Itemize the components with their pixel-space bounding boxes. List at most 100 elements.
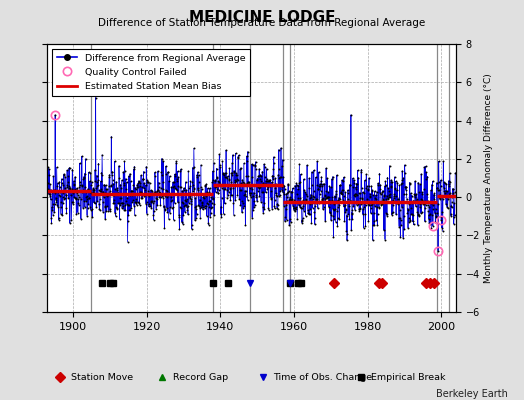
- Point: [383, 211, 391, 218]
- Point: [424, 208, 432, 214]
- Point: [439, 158, 447, 164]
- Point: [330, 206, 339, 213]
- Point: [95, 206, 104, 213]
- Point: [248, 174, 257, 180]
- Point: [275, 146, 283, 153]
- Point: [254, 173, 263, 179]
- Point: [195, 203, 203, 209]
- Point: [387, 179, 395, 185]
- Point: [209, 195, 217, 202]
- Point: [439, 196, 447, 202]
- Point: [215, 179, 223, 185]
- Point: [300, 176, 308, 182]
- Point: [135, 179, 143, 185]
- Point: [416, 204, 424, 210]
- Point: [162, 205, 171, 211]
- Point: [162, 170, 170, 177]
- Point: [443, 205, 452, 211]
- Point: [402, 191, 411, 198]
- Point: [249, 190, 258, 196]
- Point: [438, 194, 446, 200]
- Point: [225, 176, 233, 182]
- Point: [124, 218, 132, 224]
- Point: [84, 186, 92, 192]
- Point: [176, 168, 184, 174]
- Point: [217, 203, 225, 210]
- Point: [341, 189, 350, 196]
- Point: [399, 198, 407, 204]
- Point: [286, 194, 294, 200]
- Point: [417, 209, 425, 215]
- Point: [183, 196, 191, 202]
- Point: [371, 195, 379, 201]
- Point: [312, 196, 321, 202]
- Point: [52, 198, 61, 205]
- Point: [339, 197, 347, 203]
- Point: [257, 182, 266, 188]
- Point: [427, 187, 435, 193]
- Point: [435, 179, 443, 185]
- Point: [323, 175, 332, 181]
- Point: [43, 179, 52, 186]
- Point: [198, 200, 206, 206]
- Point: [270, 202, 278, 209]
- Point: [181, 179, 190, 185]
- Point: [368, 201, 376, 208]
- Y-axis label: Monthly Temperature Anomaly Difference (°C): Monthly Temperature Anomaly Difference (…: [484, 73, 493, 283]
- Point: [155, 184, 163, 191]
- Point: [396, 234, 405, 240]
- Point: [437, 217, 445, 223]
- Point: [196, 162, 205, 168]
- Point: [114, 200, 123, 207]
- Point: [51, 196, 60, 203]
- Point: [171, 171, 179, 178]
- Point: [373, 222, 381, 229]
- Point: [139, 168, 148, 175]
- Point: [290, 197, 299, 204]
- Point: [376, 190, 384, 196]
- Point: [194, 184, 202, 191]
- Point: [136, 183, 144, 189]
- Point: [385, 192, 394, 199]
- Point: [346, 198, 355, 204]
- Point: [117, 185, 126, 191]
- Point: [139, 176, 147, 182]
- Point: [419, 199, 427, 206]
- Point: [150, 198, 158, 205]
- Point: [410, 191, 419, 197]
- Point: [117, 195, 125, 201]
- Point: [311, 215, 319, 221]
- Point: [344, 187, 352, 193]
- Point: [390, 186, 399, 192]
- Point: [258, 189, 266, 196]
- Point: [138, 194, 147, 201]
- Point: [125, 173, 133, 179]
- Point: [233, 172, 241, 178]
- Point: [197, 204, 205, 210]
- Point: [394, 200, 402, 207]
- Point: [157, 172, 166, 178]
- Point: [173, 199, 182, 206]
- Point: [278, 187, 286, 193]
- Point: [54, 189, 62, 196]
- Point: [354, 190, 363, 196]
- Point: [230, 169, 238, 175]
- Point: [248, 214, 256, 221]
- Point: [156, 190, 164, 197]
- Point: [96, 178, 105, 184]
- Point: [249, 193, 258, 199]
- Point: [343, 196, 352, 202]
- Point: [380, 183, 389, 189]
- Point: [388, 178, 396, 185]
- Point: [81, 204, 89, 210]
- Point: [389, 195, 398, 201]
- Point: [365, 194, 374, 200]
- Point: [318, 183, 326, 190]
- Point: [177, 205, 185, 211]
- Point: [406, 179, 414, 186]
- Point: [318, 196, 326, 203]
- Point: [276, 174, 284, 180]
- Point: [161, 193, 169, 199]
- Point: [196, 184, 205, 190]
- Point: [205, 204, 214, 210]
